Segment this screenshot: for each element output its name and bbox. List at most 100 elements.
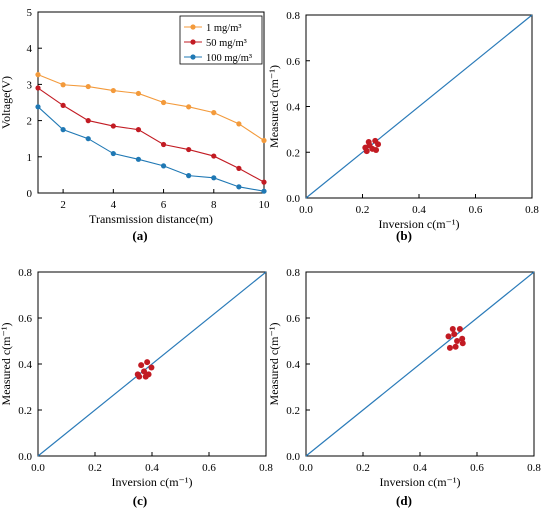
data-point xyxy=(186,146,192,153)
y-tick-label: 0.4 xyxy=(286,359,300,371)
y-tick-label: 5 xyxy=(27,7,33,19)
y-axis-title: Measured c(m⁻¹) xyxy=(267,323,281,406)
y-tick-label: 1 xyxy=(27,152,33,164)
x-tick-label: 0.2 xyxy=(88,462,102,474)
x-tick-label: 0.8 xyxy=(525,204,539,216)
data-point xyxy=(186,104,192,110)
panel-label: (d) xyxy=(396,493,412,508)
y-tick-label: 0.0 xyxy=(18,451,32,463)
plot-frame xyxy=(37,11,265,194)
data-point xyxy=(141,368,148,375)
series-line-1 xyxy=(37,87,265,183)
data-point xyxy=(160,99,167,106)
y-tick-label: 3 xyxy=(27,79,33,91)
data-point xyxy=(85,136,91,142)
y-tick-label: 0.8 xyxy=(286,267,300,279)
y-axis-title: Measured c(m⁻¹) xyxy=(267,65,281,148)
data-point xyxy=(110,87,116,94)
data-point xyxy=(363,148,370,155)
data-point xyxy=(451,331,458,338)
data-point xyxy=(459,335,466,342)
panel-label: (b) xyxy=(396,228,412,243)
data-point xyxy=(375,141,382,148)
data-point xyxy=(60,82,66,88)
data-point xyxy=(446,344,453,351)
x-tick-label: 0.6 xyxy=(202,462,216,474)
data-point xyxy=(445,333,452,340)
legend-swatch-marker xyxy=(190,24,196,30)
data-point xyxy=(211,175,217,181)
data-point xyxy=(135,90,142,97)
data-point xyxy=(110,150,116,157)
x-tick-label: 0.6 xyxy=(470,462,484,474)
x-tick-label: 0.6 xyxy=(469,204,483,216)
data-point xyxy=(186,173,192,179)
x-tick-label: 0.2 xyxy=(356,204,370,216)
reference-line xyxy=(305,14,533,199)
x-tick-label: 10 xyxy=(259,199,271,211)
chart-panel-b: 0.0 0.2 0.4 0.6 0.8 0.0 0.2 0.4 0.6 0.8 Inversion … xyxy=(267,10,539,243)
data-point xyxy=(454,338,461,344)
data-point xyxy=(148,364,155,371)
data-point xyxy=(85,118,91,124)
y-tick-label: 0 xyxy=(27,188,33,200)
x-axis-title: Inversion c(m⁻¹) xyxy=(380,475,461,489)
data-point xyxy=(135,156,142,162)
data-point xyxy=(456,326,463,333)
x-axis-title: Inversion c(m⁻¹) xyxy=(379,217,460,231)
data-point xyxy=(160,141,167,148)
x-tick-label: 0.0 xyxy=(299,462,313,474)
x-tick-label: 6 xyxy=(161,199,167,211)
data-point xyxy=(35,72,41,78)
x-tick-label: 0.4 xyxy=(145,462,159,474)
series-line-2 xyxy=(37,106,265,192)
x-tick-label: 0.8 xyxy=(527,462,541,474)
legend-label: 50 mg/m³ xyxy=(206,38,247,49)
y-tick-label: 0.6 xyxy=(286,313,300,325)
y-tick-label: 0.8 xyxy=(18,267,32,279)
y-tick-label: 0.6 xyxy=(18,313,32,325)
data-point xyxy=(35,85,41,91)
x-tick-label: 0.2 xyxy=(356,462,370,474)
legend-label: 100 mg/m³ xyxy=(206,53,252,64)
reference-line xyxy=(37,271,267,457)
data-point xyxy=(138,362,145,369)
y-axis-title: Measured c(m⁻¹) xyxy=(0,323,13,406)
data-point xyxy=(449,326,456,333)
panel-label: (c) xyxy=(133,493,147,508)
data-point xyxy=(135,127,142,133)
data-point xyxy=(136,373,143,380)
data-point xyxy=(373,146,380,153)
y-tick-label: 0.2 xyxy=(286,147,300,159)
legend-swatch-marker xyxy=(190,39,196,45)
y-tick-label: 0.0 xyxy=(286,193,300,205)
data-point xyxy=(236,121,242,127)
y-tick-label: 2 xyxy=(27,116,33,128)
data-point xyxy=(35,104,41,110)
data-point xyxy=(160,163,167,169)
x-axis-title: Transmission distance(m) xyxy=(89,212,213,226)
y-tick-label: 4 xyxy=(27,43,33,55)
data-point xyxy=(459,340,466,347)
series-line-0 xyxy=(37,74,265,141)
x-tick-label: 0.0 xyxy=(31,462,45,474)
x-tick-label: 8 xyxy=(211,199,217,211)
chart-panel-c: 0.0 0.2 0.4 0.6 0.8 0.0 0.2 0.4 0.6 0.8 Inversion … xyxy=(0,267,273,508)
data-point xyxy=(366,142,373,149)
data-point xyxy=(211,153,217,159)
data-point xyxy=(211,110,217,116)
data-point xyxy=(110,123,116,129)
data-point xyxy=(261,137,267,144)
y-tick-label: 0.8 xyxy=(286,10,300,22)
x-tick-label: 0.8 xyxy=(259,462,273,474)
data-point xyxy=(261,188,267,194)
x-tick-label: 0.4 xyxy=(412,204,426,216)
panel-label: (a) xyxy=(132,228,147,243)
y-axis-title: Voltage(V) xyxy=(0,76,13,129)
data-point xyxy=(144,359,151,366)
data-point xyxy=(145,371,152,378)
x-tick-label: 0.4 xyxy=(413,462,427,474)
data-point xyxy=(261,179,267,185)
data-point xyxy=(236,165,242,171)
